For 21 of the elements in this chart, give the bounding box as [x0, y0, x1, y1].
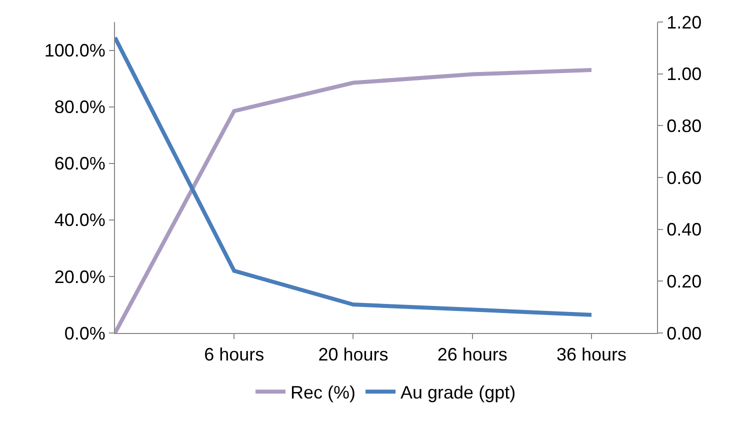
- line-series: [115, 68, 594, 333]
- y2-tick-label: 0.60: [666, 168, 702, 188]
- y-tick-label: 100.0%: [44, 40, 106, 61]
- y-tick-label: 60.0%: [54, 154, 106, 174]
- x-tick-label: 6 hours: [204, 344, 264, 365]
- y2-tick-label: 1.20: [666, 12, 702, 32]
- y2-tick-label: 0.40: [666, 220, 702, 240]
- line-series: [115, 36, 594, 317]
- y2-tick-label: 0.00: [666, 323, 702, 344]
- x-tick-label: 26 hours: [437, 344, 508, 365]
- legend-label: Rec (%): [290, 382, 356, 403]
- y-tick-label: 20.0%: [54, 266, 106, 287]
- legend-label: Au grade (gpt): [400, 382, 516, 403]
- y-tick-label: 80.0%: [54, 97, 106, 118]
- y2-tick-label: 0.20: [666, 271, 702, 292]
- y-tick-label: 40.0%: [54, 210, 106, 230]
- x-tick-label: 36 hours: [556, 344, 627, 365]
- y-tick-label: 0.0%: [64, 323, 106, 344]
- y2-tick-label: 0.80: [666, 116, 702, 136]
- y2-tick-label: 1.00: [666, 64, 702, 84]
- x-tick-label: 20 hours: [318, 344, 388, 365]
